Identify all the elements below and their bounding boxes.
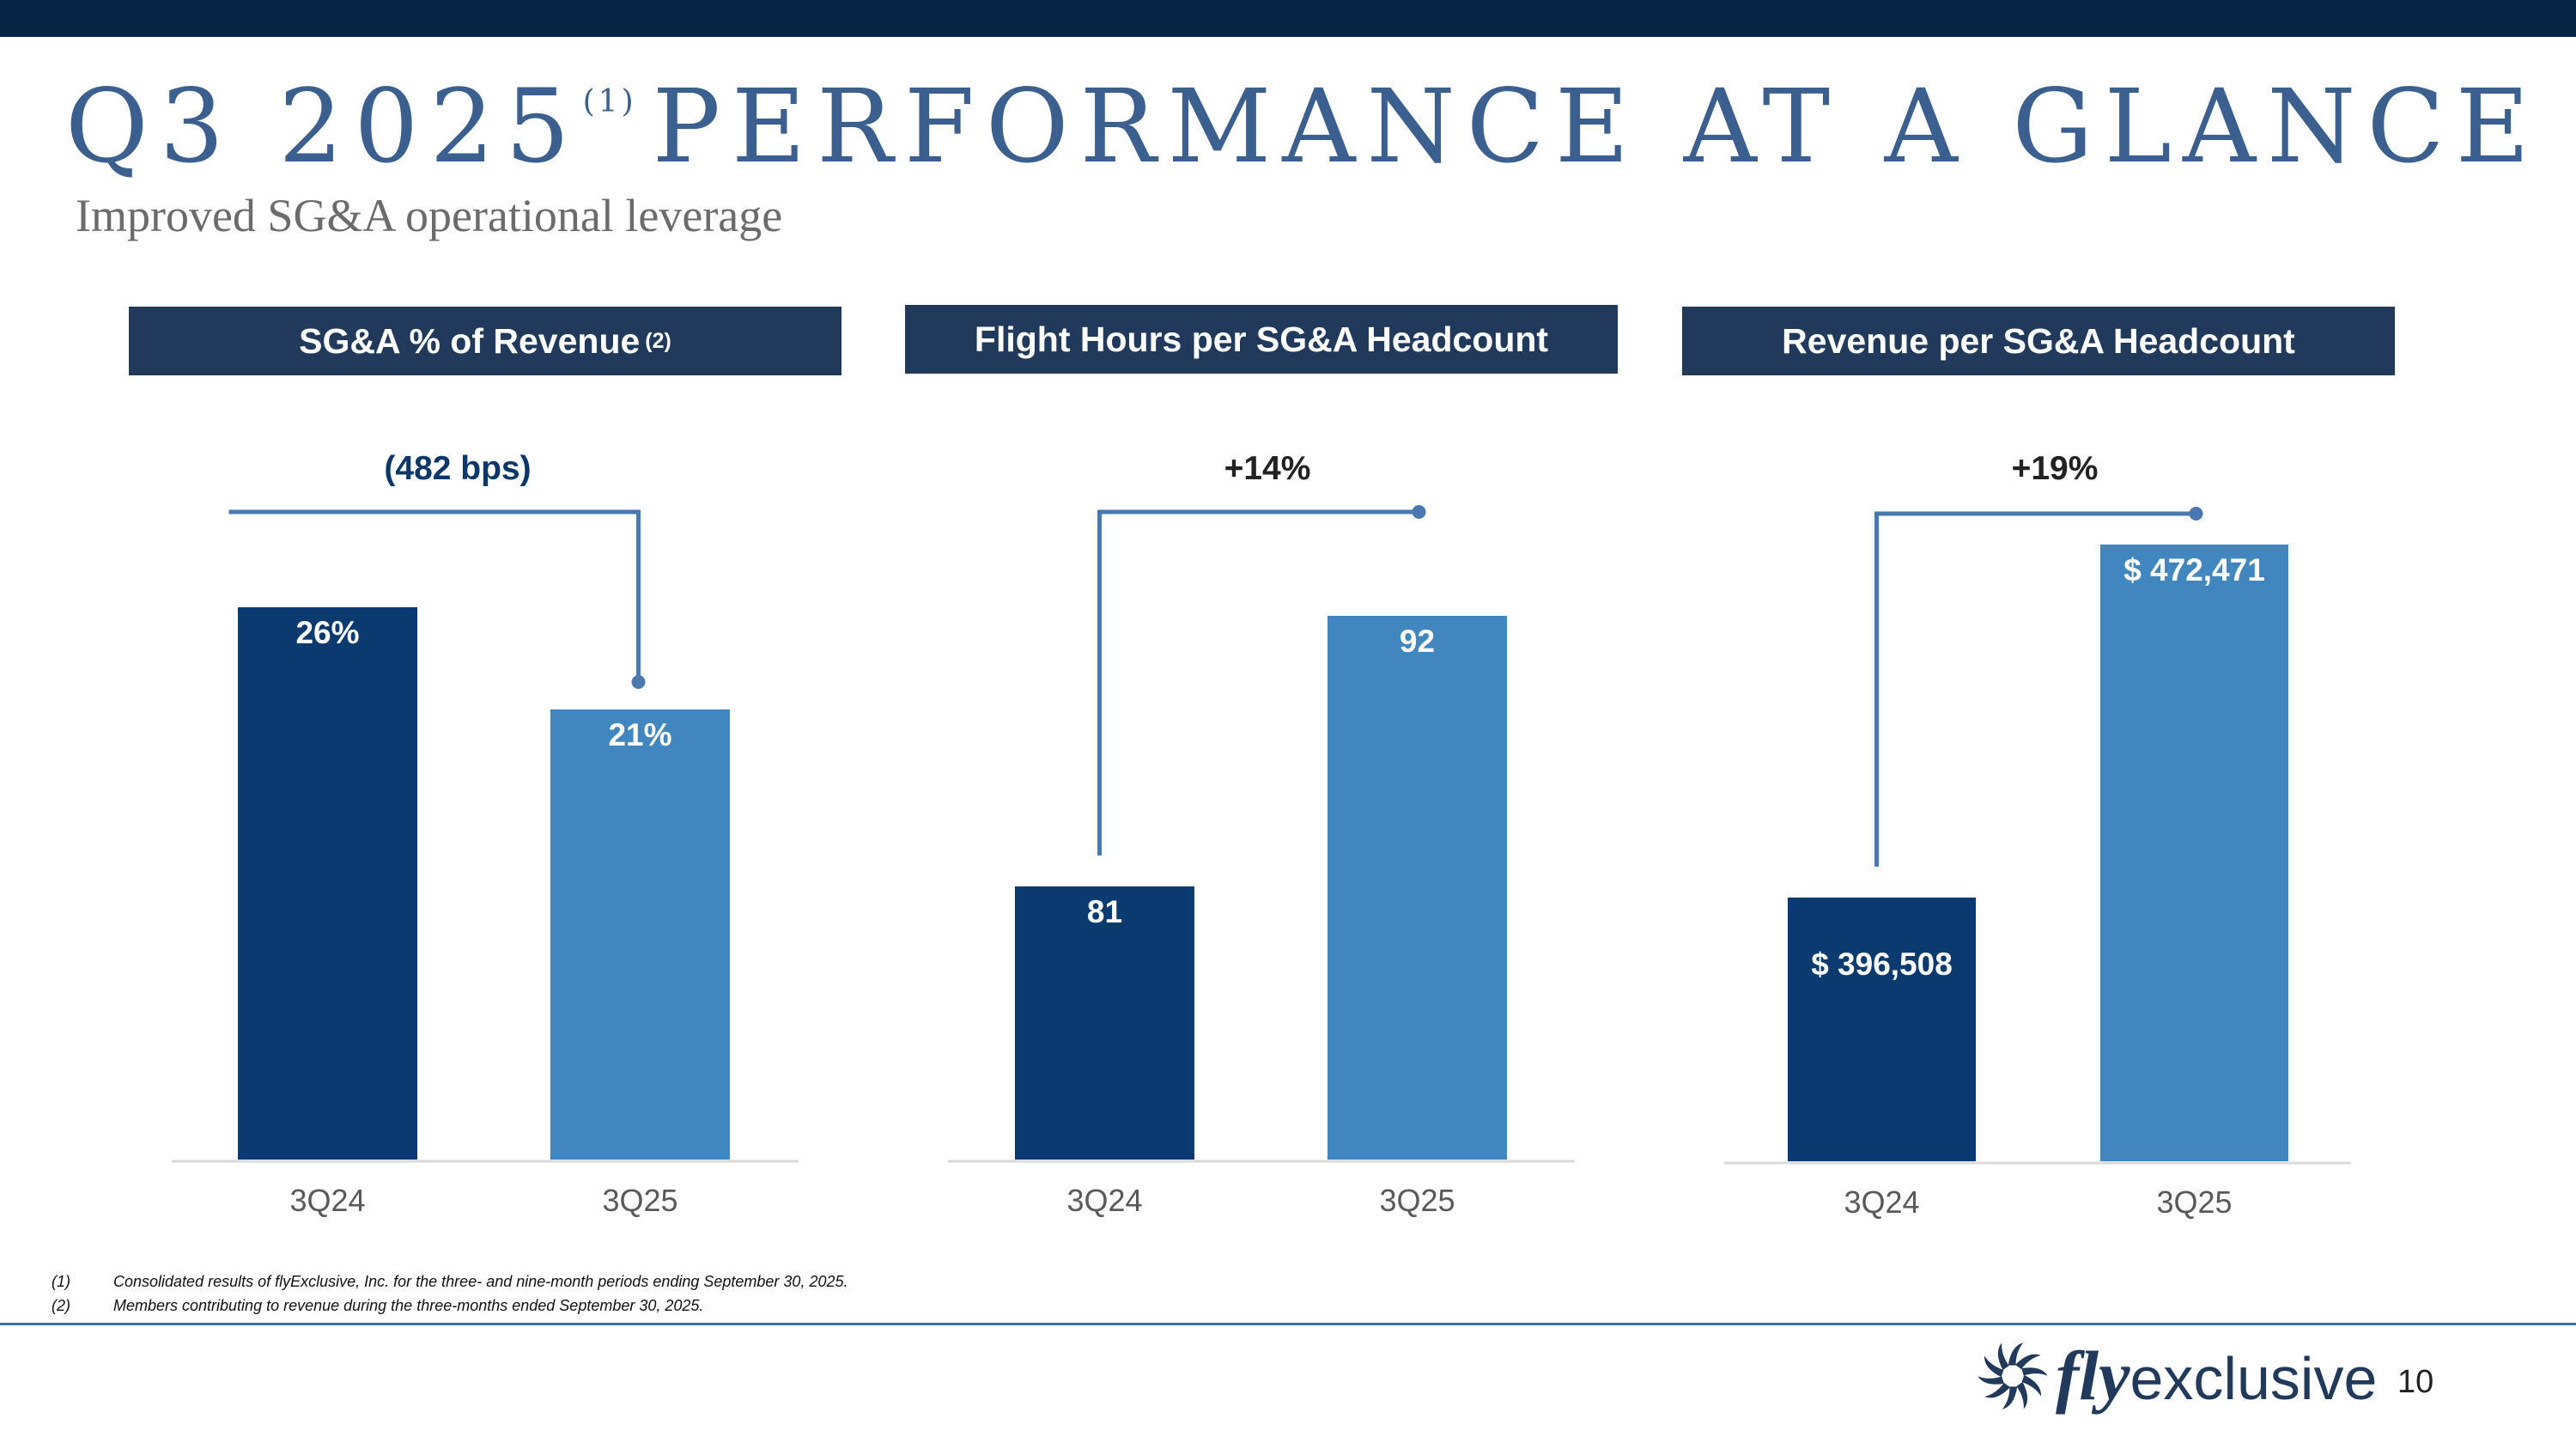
bracket-endpoint-dot (2189, 507, 2203, 521)
panel-header-sga-pct-revenue: SG&A % of Revenue (2) (129, 307, 841, 375)
page-subtitle: Improved SG&A operational leverage (76, 190, 783, 241)
bracket-endpoint-dot (1412, 505, 1426, 519)
footnote-1: (1) Consolidated results of flyExclusive,… (52, 1273, 848, 1290)
panel-header-revenue-per-headcount: Revenue per SG&A Headcount (1682, 307, 2395, 375)
title-quarter: Q3 2025 (65, 67, 581, 186)
footer-divider (0, 1323, 2576, 1325)
page-number: 10 (2397, 1364, 2434, 1400)
change-bracket (228, 509, 641, 682)
bracket-endpoint-dot (631, 675, 646, 689)
bar-value-label: 26% (295, 615, 359, 650)
page-title: Q3 2025(1) PERFORMANCE AT A GLANCE (65, 76, 2541, 177)
flyexclusive-logo: flyexclusive (1975, 1336, 2377, 1416)
title-text: PERFORMANCE AT A GLANCE (652, 67, 2541, 186)
bar-3q25 (2100, 545, 2288, 1161)
logo-wordmark: flyexclusive (2056, 1336, 2377, 1416)
category-tick-label: 3Q25 (2156, 1184, 2232, 1220)
bar-3q24 (1788, 898, 1976, 1161)
bar-value-label: 92 (1400, 624, 1435, 659)
panel-header-label: SG&A % of Revenue (299, 320, 641, 361)
change-bracket (1874, 511, 2196, 867)
footnote-2: (2) Members contributing to revenue durin… (52, 1297, 704, 1314)
change-label: (482 bps) (384, 450, 531, 487)
bar-value-label: 21% (608, 717, 671, 752)
logo-fly: fly (2056, 1336, 2130, 1415)
title-footnote-ref: (1) (582, 84, 637, 119)
change-bracket (1097, 509, 1419, 855)
category-tick-label: 3Q25 (602, 1183, 677, 1218)
panel-header-flight-hours: Flight Hours per SG&A Headcount (905, 305, 1618, 374)
top-banner (0, 0, 2576, 37)
bar-3q25 (550, 709, 730, 1160)
panel-header-label: Revenue per SG&A Headcount (1782, 320, 2295, 361)
panel-header-label: Flight Hours per SG&A Headcount (974, 319, 1549, 359)
category-tick-label: 3Q24 (1066, 1183, 1142, 1218)
category-tick-label: 3Q24 (1844, 1184, 1919, 1220)
sun-swirl-logo-icon (1978, 1342, 2048, 1409)
change-label: +14% (1224, 450, 1311, 487)
bar-value-label: $ 396,508 (1811, 947, 1953, 982)
bar-3q25 (1327, 616, 1507, 1160)
logo-exclusive: exclusive (2129, 1345, 2378, 1412)
change-label: +19% (2012, 450, 2099, 487)
charts-canvas: 26% 3Q24 21% 3Q25 (482 bps) 81 3Q24 92 3Q25 +14% $… (172, 450, 2351, 1220)
bar-value-label: $ 472,471 (2123, 552, 2265, 588)
category-tick-label: 3Q25 (1379, 1183, 1455, 1218)
category-tick-label: 3Q24 (289, 1183, 365, 1218)
panel-header-footnote-ref: (2) (645, 328, 671, 353)
footnotes: (1) Consolidated results of flyExclusive,… (52, 1269, 848, 1318)
bar-value-label: 81 (1087, 894, 1122, 929)
bar-3q24 (1015, 886, 1194, 1160)
bar-3q24 (238, 607, 417, 1160)
